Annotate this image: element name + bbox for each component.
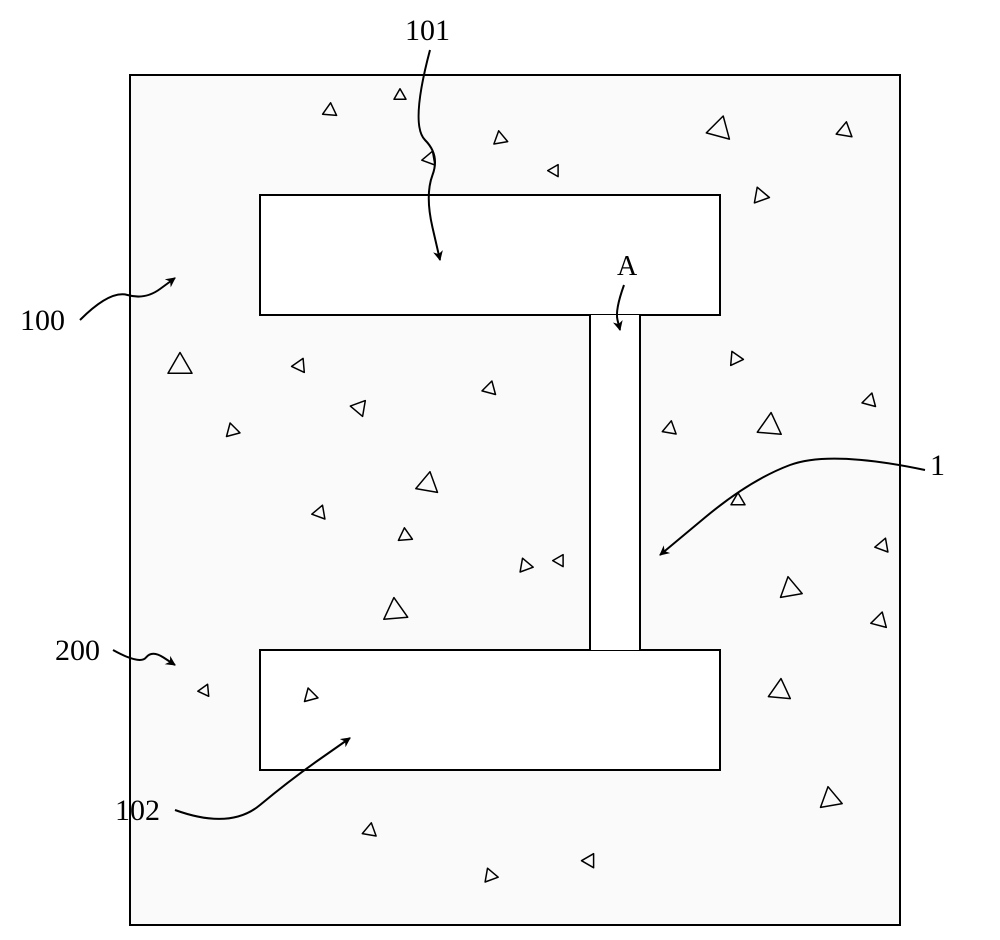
label-200-label: 200 <box>55 634 100 667</box>
label-A-label: A <box>617 251 638 282</box>
box-101 <box>260 195 720 315</box>
column-1-fill <box>590 315 640 650</box>
label-1-label: 1 <box>930 449 945 482</box>
label-101-label: 101 <box>405 14 450 47</box>
diagram-canvas: 101 A 100 1 200 102 <box>0 0 1000 940</box>
label-102-label: 102 <box>115 794 160 827</box>
label-100-label: 100 <box>20 304 65 337</box>
